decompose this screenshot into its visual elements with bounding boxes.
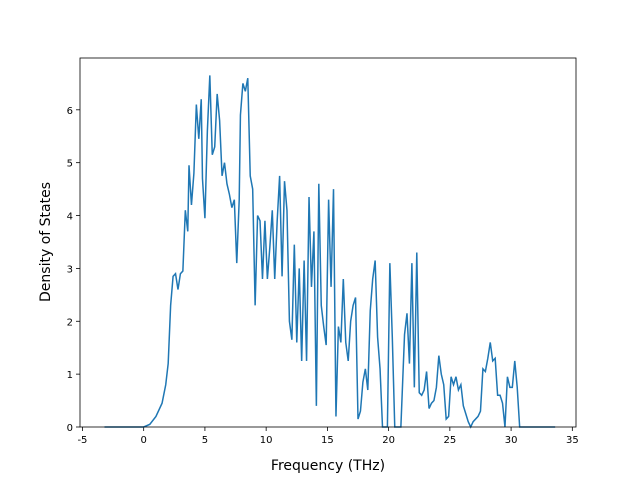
- x-axis-label: Frequency (THz): [271, 458, 385, 474]
- x-tick-label: 15: [321, 435, 334, 446]
- x-tick-label: -5: [77, 435, 87, 446]
- y-tick-label: 0: [67, 423, 73, 434]
- y-tick-label: 1: [67, 370, 73, 381]
- x-tick-label: 35: [566, 435, 579, 446]
- y-tick-label: 3: [67, 264, 73, 275]
- x-tick-label: 20: [382, 435, 395, 446]
- y-tick-label: 6: [67, 106, 73, 117]
- x-tick-label: 10: [260, 435, 273, 446]
- x-tick-label: 25: [443, 435, 456, 446]
- y-tick-label: 4: [67, 212, 73, 223]
- y-tick-label: 2: [67, 317, 73, 328]
- axes-frame: [79, 57, 577, 428]
- x-tick-label: 30: [505, 435, 518, 446]
- x-tick-label: 5: [202, 435, 208, 446]
- data-line: [104, 75, 556, 429]
- y-axis-label: Density of States: [38, 182, 54, 302]
- y-tick-label: 5: [67, 159, 73, 170]
- x-tick-label: 0: [140, 435, 146, 446]
